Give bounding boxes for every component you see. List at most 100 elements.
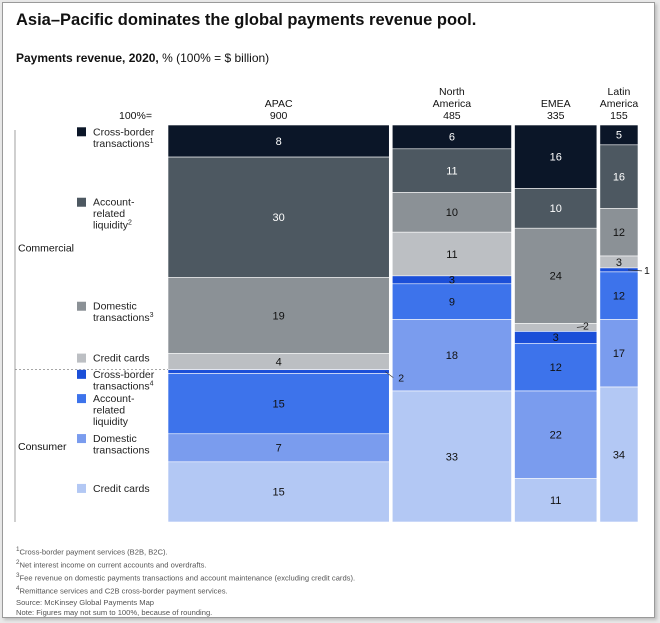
- legend-swatch-0: [77, 127, 86, 137]
- segment-latin-america-1: [599, 144, 639, 209]
- legend-label-0: transactions1: [93, 138, 154, 150]
- chart-subtitle: Payments revenue, 2020, % (100% = $ bill…: [16, 51, 269, 65]
- segment-north-america-3: [391, 231, 512, 277]
- segment-label-emea-4: 3: [553, 332, 559, 344]
- segment-apac-7: [167, 461, 390, 523]
- legend-label-6: Domestic: [93, 433, 137, 445]
- region-total-north-america: 485: [443, 110, 461, 122]
- segment-label-emea-0: 16: [550, 152, 562, 164]
- segment-latin-america-6: [599, 319, 639, 388]
- legend-swatch-1: [77, 197, 86, 207]
- outside-label-1: 2: [583, 320, 589, 332]
- legend-label-4: transactions4: [93, 380, 154, 392]
- legend-label-5: Account-: [93, 393, 135, 405]
- segment-label-emea-1: 10: [550, 203, 562, 215]
- segment-label-north-america-1: 11: [446, 165, 457, 177]
- region-total-apac: 900: [270, 110, 288, 122]
- legend-label-4: Cross-border: [93, 369, 155, 381]
- legend-label-7: Credit cards: [93, 483, 150, 495]
- segment-label-north-america-4: 3: [449, 275, 455, 287]
- legend-swatch-3: [77, 353, 86, 363]
- segment-label-apac-0: 8: [276, 136, 282, 148]
- footnote-4: 4Remittance services and C2B cross-borde…: [16, 585, 228, 596]
- segment-label-emea-5: 12: [550, 362, 562, 374]
- segment-emea-6: [514, 390, 598, 479]
- segment-label-apac-6: 7: [276, 443, 282, 455]
- segment-label-emea-7: 11: [550, 495, 561, 507]
- chart-card: Asia–Pacific dominates the global paymen…: [2, 2, 655, 618]
- segment-emea-5: [514, 343, 598, 392]
- footnote-1: 1Cross-border payment services (B2B, B2C…: [16, 546, 168, 557]
- legend-swatch-5: [77, 394, 86, 404]
- region-total-emea: 335: [547, 110, 565, 122]
- legend-label-2: transactions3: [93, 312, 154, 324]
- segment-label-north-america-6: 18: [446, 350, 458, 362]
- leader-line-1: [576, 326, 584, 328]
- rounding-note: Note: Figures may not sum to 100%, becau…: [16, 608, 213, 618]
- leader-line-2: [627, 269, 643, 272]
- segment-label-apac-2: 19: [273, 310, 285, 322]
- segment-label-apac-7: 15: [273, 487, 285, 499]
- legend-label-5: related: [93, 405, 125, 417]
- legend-swatch-6: [77, 434, 86, 444]
- legend-label-1: liquidity2: [93, 220, 132, 232]
- chart-title: Asia–Pacific dominates the global paymen…: [16, 11, 477, 29]
- legend-label-1: related: [93, 208, 125, 220]
- segment-label-north-america-0: 6: [449, 132, 455, 144]
- segment-label-north-america-2: 10: [446, 207, 458, 219]
- footnote-2: 2Net interest income on current accounts…: [16, 559, 207, 570]
- segment-label-emea-2: 24: [550, 271, 562, 283]
- legend-swatch-4: [77, 369, 86, 379]
- region-total-latin-america: 155: [610, 110, 628, 122]
- segment-emea-7: [514, 478, 598, 523]
- region-name-emea: EMEA: [541, 98, 571, 110]
- segment-latin-america-7: [599, 386, 639, 523]
- segment-apac-4: [167, 369, 390, 374]
- segment-label-apac-3: 4: [276, 356, 282, 368]
- legend-label-3: Credit cards: [93, 353, 150, 365]
- segment-label-latin-america-1: 16: [613, 171, 625, 183]
- legend-label-6: transactions: [93, 445, 150, 457]
- region-name-north-america: America: [433, 98, 472, 110]
- segment-latin-america-2: [599, 208, 639, 257]
- marimekko-chart: 83019415715APAC9006111011391833NorthAmer…: [14, 86, 650, 523]
- segment-north-america-5: [391, 283, 512, 320]
- region-name-apac: APAC: [265, 98, 293, 110]
- footnote-3: 3Fee revenue on domestic payments transa…: [16, 572, 356, 583]
- region-name-latin-america: Latin: [608, 86, 631, 98]
- footnotes: 1Cross-border payment services (B2B, B2C…: [16, 545, 356, 618]
- segment-latin-america-5: [599, 271, 639, 320]
- segment-north-america-1: [391, 148, 512, 193]
- outside-label-0: 2: [398, 373, 404, 385]
- region-name-latin-america: America: [600, 98, 639, 110]
- segment-emea-2: [514, 227, 598, 324]
- subtitle-bold: Payments revenue, 2020,: [16, 51, 159, 65]
- legend-swatch-2: [77, 301, 86, 311]
- segment-label-apac-5: 15: [273, 399, 285, 411]
- legend-label-2: Domestic: [93, 301, 137, 313]
- leader-line-0: [385, 371, 394, 378]
- legend-label-5: liquidity: [93, 416, 129, 428]
- group-label-consumer: Consumer: [18, 441, 67, 453]
- segment-label-emea-6: 22: [550, 429, 562, 441]
- outside-label-2: 1: [644, 265, 650, 277]
- segment-label-apac-1: 30: [273, 212, 285, 224]
- legend-label-1: Account-: [93, 197, 135, 209]
- segment-label-north-america-7: 33: [446, 451, 458, 463]
- segment-north-america-2: [391, 192, 512, 233]
- segment-label-north-america-5: 9: [449, 296, 455, 308]
- segment-label-latin-america-2: 12: [613, 227, 625, 239]
- segment-label-latin-america-5: 12: [613, 291, 625, 303]
- segment-label-latin-america-3: 3: [616, 257, 622, 269]
- segment-label-latin-america-0: 5: [616, 130, 622, 142]
- group-label-commercial: Commercial: [18, 242, 74, 254]
- source-note: Source: McKinsey Global Payments Map: [16, 597, 155, 607]
- segment-north-america-7: [391, 390, 512, 523]
- subtitle-units: % (100% = $ billion): [158, 51, 270, 65]
- segment-apac-2: [167, 277, 390, 354]
- region-name-north-america: North: [439, 86, 465, 98]
- legend-label-0: Cross-border: [93, 126, 155, 138]
- segment-north-america-6: [391, 319, 512, 392]
- segment-label-latin-america-7: 34: [613, 449, 625, 461]
- segment-label-latin-america-6: 17: [613, 348, 625, 360]
